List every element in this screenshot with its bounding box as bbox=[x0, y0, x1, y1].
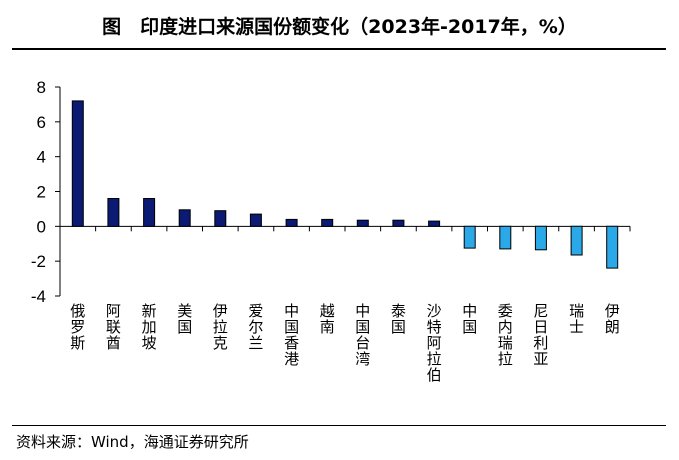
category-label: 中国香港 bbox=[284, 302, 299, 368]
bar-伊朗 bbox=[606, 225, 619, 269]
bar-美国 bbox=[178, 209, 191, 227]
category-label: 尼日利亚 bbox=[533, 302, 548, 368]
y-tick-label: -2 bbox=[31, 252, 46, 271]
category-label: 新加坡 bbox=[142, 302, 157, 352]
category-label: 阿联酋 bbox=[106, 302, 121, 352]
bar-中国 bbox=[463, 225, 476, 249]
bars bbox=[71, 100, 619, 269]
category-label: 伊拉克 bbox=[213, 302, 228, 352]
y-tick-label: 4 bbox=[37, 148, 46, 167]
bar-俄罗斯 bbox=[71, 100, 84, 227]
y-tick-label: 8 bbox=[37, 78, 46, 97]
category-label: 俄罗斯 bbox=[70, 302, 85, 352]
category-label: 伊朗 bbox=[605, 302, 620, 336]
bar-中国香港 bbox=[285, 218, 298, 227]
title-divider bbox=[12, 48, 666, 50]
bar-爱尔兰 bbox=[249, 213, 262, 227]
bar-沙特阿拉伯 bbox=[428, 220, 441, 227]
bar-伊拉克 bbox=[214, 210, 227, 227]
bar-阿联酋 bbox=[107, 198, 120, 227]
category-label: 沙特阿拉伯 bbox=[427, 302, 442, 384]
bar-瑞士 bbox=[570, 225, 583, 256]
category-labels: 俄罗斯 阿联酋 新加坡 美国 伊拉克 爱尔兰 中国香港 越南 中国台湾 泰国 沙特阿拉伯 中国 委内瑞拉… bbox=[70, 302, 619, 384]
category-label: 中国 bbox=[462, 302, 477, 336]
source-note: 资料来源：Wind，海通证券研究所 bbox=[16, 433, 249, 451]
y-tick-label: 0 bbox=[37, 217, 46, 236]
bar-委内瑞拉 bbox=[499, 225, 512, 250]
bar-中国台湾 bbox=[356, 219, 369, 227]
category-label: 瑞士 bbox=[569, 302, 584, 336]
y-tick-label: 2 bbox=[37, 183, 46, 202]
footer-divider bbox=[12, 425, 666, 426]
bar-尼日利亚 bbox=[534, 225, 547, 251]
bar-泰国 bbox=[392, 219, 405, 227]
axes: 8 6 4 2 0 -2 -4 bbox=[31, 78, 631, 306]
category-label: 美国 bbox=[177, 302, 192, 336]
y-tick-label: -4 bbox=[31, 287, 46, 306]
category-label: 爱尔兰 bbox=[248, 302, 263, 352]
bar-chart: 8 6 4 2 0 -2 -4 俄罗斯 阿联酋 新加坡 美国 伊拉克 爱尔兰 中国香港 越南 中国台湾 泰国沙… bbox=[31, 78, 631, 384]
category-label: 越南 bbox=[320, 302, 335, 336]
category-label: 委内瑞拉 bbox=[498, 302, 513, 368]
y-tick-label: 6 bbox=[37, 113, 46, 132]
category-label: 泰国 bbox=[391, 302, 406, 336]
category-label: 中国台湾 bbox=[355, 302, 370, 368]
bar-越南 bbox=[321, 218, 334, 227]
chart-title: 图 印度进口来源国份额变化（2023年-2017年，%） bbox=[102, 16, 577, 38]
bar-新加坡 bbox=[143, 198, 156, 227]
